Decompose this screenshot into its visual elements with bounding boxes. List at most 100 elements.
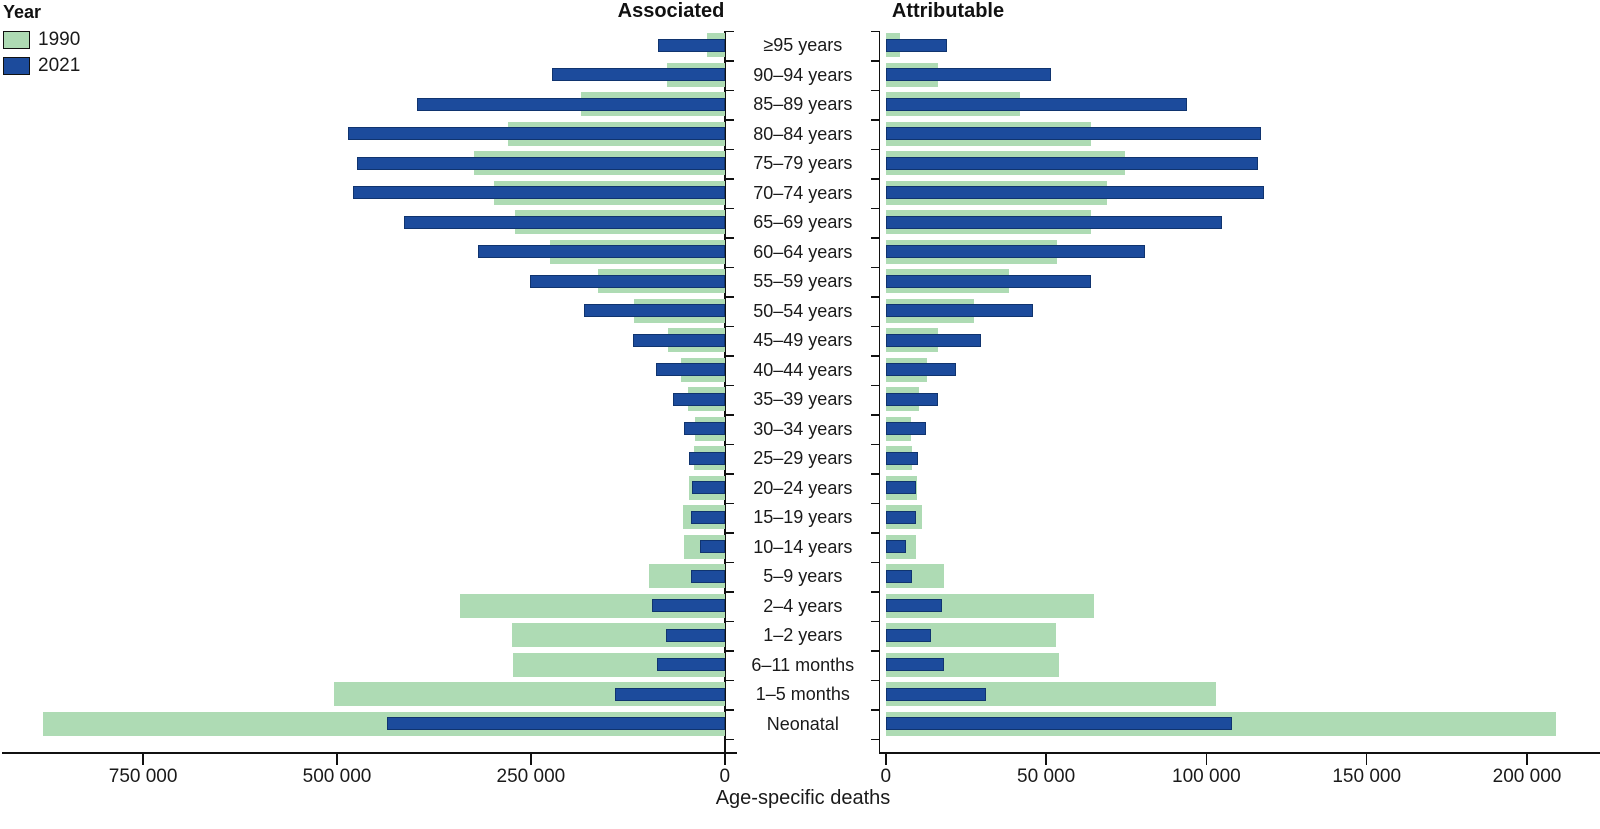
category-boundary-tick: [724, 561, 734, 564]
category-label-neonatal: Neonatal: [766, 713, 839, 734]
axis-tick-label-right-0: 0: [880, 766, 892, 787]
category-label-25-29-years: 25–29 years: [753, 448, 853, 468]
x-axis-label: Age-specific deaths: [715, 787, 891, 809]
bar-associated-2021-90-94-years: [551, 68, 725, 82]
bar-associated-2021-10-14-years: [699, 540, 725, 554]
category-boundary-tick: [724, 148, 734, 151]
category-boundary-tick: [724, 414, 734, 416]
legend-title: Year: [3, 2, 42, 22]
category-boundary-tick: [870, 561, 881, 564]
category-boundary-tick: [724, 591, 734, 593]
axis-tick-label-left-0: 0: [719, 766, 731, 787]
category-label-65-69-years: 65–69 years: [753, 212, 853, 232]
category-boundary-tick: [724, 384, 734, 387]
bar-associated-2021-50-54-years: [584, 304, 725, 318]
axis-tick-right-100000: [1205, 752, 1208, 765]
category-boundary-tick: [724, 296, 734, 298]
category-boundary-tick: [724, 30, 734, 33]
legend-swatch-2021: [3, 57, 30, 75]
axis-tick-left-250000: [530, 752, 532, 765]
bar-attributable-2021-85-89-years: [885, 97, 1188, 111]
category-label-45-49-years: 45–49 years: [753, 330, 853, 350]
axis-tick-label-right-100000: 100 000: [1172, 766, 1241, 787]
category-label-35-39-years: 35–39 years: [753, 389, 853, 409]
bar-associated-2021-25-29-years: [688, 451, 725, 465]
legend: Year 1990 2021: [3, 2, 80, 82]
category-label-55-59-years: 55–59 years: [753, 271, 853, 291]
bar-associated-2021-6-11-months: [656, 658, 725, 672]
panel-title-associated: Associated: [617, 0, 725, 22]
axis-tick-left-750000: [142, 752, 144, 765]
bar-attributable-2021-35-39-years: [885, 392, 939, 406]
bar-associated-2021-neonatal: [387, 717, 725, 731]
bar-associated-2021-35-39-years: [673, 392, 725, 406]
bar-associated-2021-ge-95-years: [658, 38, 725, 52]
category-boundary-tick: [870, 178, 881, 180]
category-label-2-4-years: 2–4 years: [763, 595, 843, 616]
category-boundary-tick: [724, 738, 734, 741]
category-boundary-tick: [724, 325, 734, 328]
category-boundary-tick: [870, 207, 881, 210]
category-boundary-tick: [870, 30, 881, 33]
bar-associated-2021-70-74-years: [352, 186, 725, 200]
bar-attributable-2021-ge-95-years: [885, 38, 947, 52]
bar-attributable-2021-70-74-years: [885, 186, 1265, 200]
category-boundary-tick: [870, 384, 881, 387]
bar-attributable-2021-40-44-years: [885, 363, 957, 377]
category-boundary-tick: [870, 738, 881, 741]
axis-tick-label-left-750000: 750 000: [108, 766, 178, 787]
category-boundary-tick: [724, 60, 734, 62]
bar-attributable-2021-65-69-years: [885, 215, 1223, 229]
legend-label-2021: 2021: [38, 55, 81, 76]
category-boundary-tick: [870, 709, 881, 711]
category-boundary-tick: [870, 679, 881, 682]
bar-associated-2021-80-84-years: [347, 127, 725, 141]
bar-attributable-2021-90-94-years: [885, 68, 1051, 82]
category-label-75-79-years: 75–79 years: [753, 153, 853, 173]
category-boundary-tick: [870, 119, 881, 121]
axis-tick-right-50000: [1045, 752, 1047, 765]
bar-associated-2021-20-24-years: [692, 481, 725, 495]
category-boundary-tick: [724, 679, 734, 682]
axis-tick-left-500000: [336, 752, 338, 765]
category-boundary-tick: [870, 325, 881, 328]
category-boundary-tick: [870, 89, 881, 92]
category-boundary-tick: [870, 237, 881, 239]
category-label-90-94-years: 90–94 years: [753, 64, 853, 85]
bar-associated-2021-55-59-years: [530, 274, 725, 288]
category-boundary-tick: [870, 532, 881, 534]
category-label-50-54-years: 50–54 years: [753, 300, 853, 321]
category-boundary-tick: [724, 709, 734, 711]
category-boundary-tick: [724, 443, 734, 446]
bar-associated-2021-30-34-years: [683, 422, 725, 436]
bar-associated-2021-60-64-years: [478, 245, 725, 259]
category-label-1-2-years: 1–2 years: [763, 625, 843, 645]
category-boundary-tick: [724, 119, 734, 121]
bar-attributable-2021-1-2-years: [885, 628, 932, 642]
bar-attributable-2021-60-64-years: [885, 245, 1146, 259]
category-boundary-tick: [870, 591, 881, 593]
legend-item-2021: 2021: [3, 55, 81, 76]
category-spine-right: [878, 30, 881, 752]
category-label-85-89-years: 85–89 years: [753, 94, 853, 114]
category-label-10-14-years: 10–14 years: [753, 536, 853, 557]
category-boundary-tick: [724, 266, 734, 269]
category-boundary-tick: [870, 650, 881, 652]
category-boundary-tick: [724, 207, 734, 210]
axis-tick-right-0: [885, 752, 887, 765]
category-boundary-tick: [724, 502, 734, 505]
axis-tick-right-150000: [1365, 752, 1368, 765]
category-spine-left: [724, 30, 726, 752]
bar-attributable-2021-45-49-years: [885, 333, 981, 347]
panel-title-attributable: Attributable: [891, 0, 1005, 22]
category-label-40-44-years: 40–44 years: [753, 359, 853, 380]
bar-associated-2021-1-5-months: [615, 687, 725, 701]
axis-tick-label-right-200000: 200 000: [1492, 766, 1562, 787]
category-label-20-24-years: 20–24 years: [753, 477, 853, 498]
bar-attributable-2021-80-84-years: [885, 127, 1261, 141]
category-label-15-19-years: 15–19 years: [753, 507, 853, 527]
bar-attributable-2021-1-5-months: [885, 687, 986, 701]
bar-attributable-2021-15-19-years: [885, 510, 916, 524]
category-label-5-9-years: 5–9 years: [763, 566, 843, 586]
